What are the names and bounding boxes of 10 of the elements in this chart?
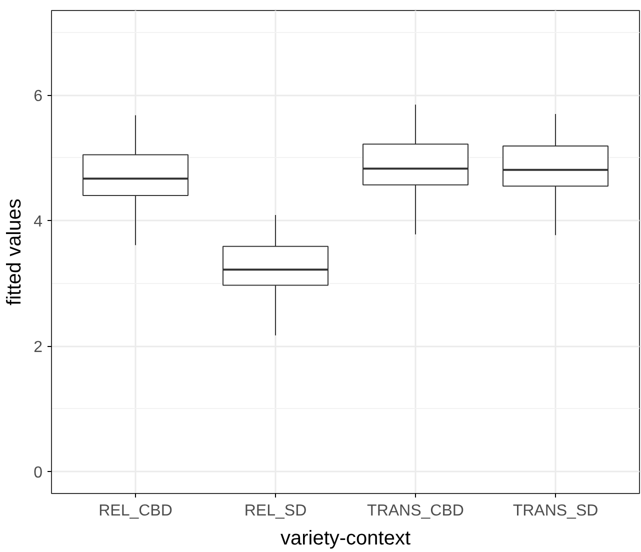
y-tick-label: 6 <box>34 88 43 106</box>
y-tick-label: 2 <box>34 339 43 356</box>
x-tick-label: TRANS_CBD <box>367 502 464 520</box>
y-tick-label: 0 <box>34 464 43 482</box>
x-tick-label: REL_SD <box>244 502 307 520</box>
x-tick-label: TRANS_SD <box>512 502 598 520</box>
x-axis-title: variety-context <box>280 528 411 550</box>
y-tick-label: 4 <box>34 214 43 231</box>
x-tick-label: REL_CBD <box>98 502 172 520</box>
y-axis-title: fitted values <box>4 198 26 306</box>
